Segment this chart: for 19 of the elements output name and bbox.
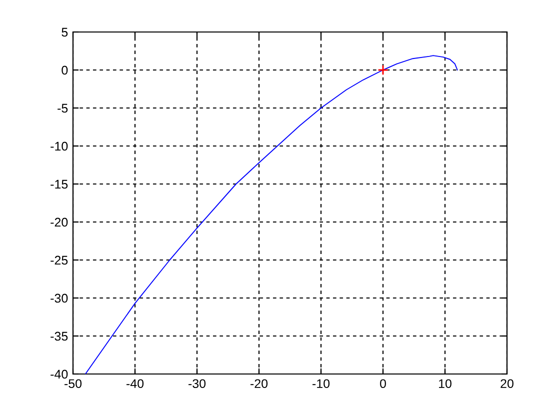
y-tick-label: 0	[62, 66, 68, 75]
x-tick-label: 20	[500, 379, 514, 388]
y-tick-label: -10	[50, 142, 68, 151]
y-tick-label: -25	[50, 256, 68, 265]
x-tick-label: 10	[439, 379, 452, 388]
y-tick-label: -15	[50, 180, 68, 189]
line-series	[84, 55, 458, 374]
x-tick-label: -20	[250, 379, 268, 388]
x-tick-label: -50	[64, 379, 82, 388]
y-tick-label: -5	[58, 104, 68, 113]
x-tick-label: -30	[188, 379, 206, 388]
y-tick-label: -20	[50, 218, 68, 227]
x-tick-label: 0	[380, 379, 386, 388]
x-tick-label: -40	[126, 379, 144, 388]
y-tick-label: 5	[62, 28, 68, 37]
y-tick-label: -40	[50, 370, 68, 379]
y-tick-label: -30	[50, 294, 68, 303]
x-tick-label: -10	[312, 379, 330, 388]
y-tick-label: -35	[50, 332, 68, 341]
